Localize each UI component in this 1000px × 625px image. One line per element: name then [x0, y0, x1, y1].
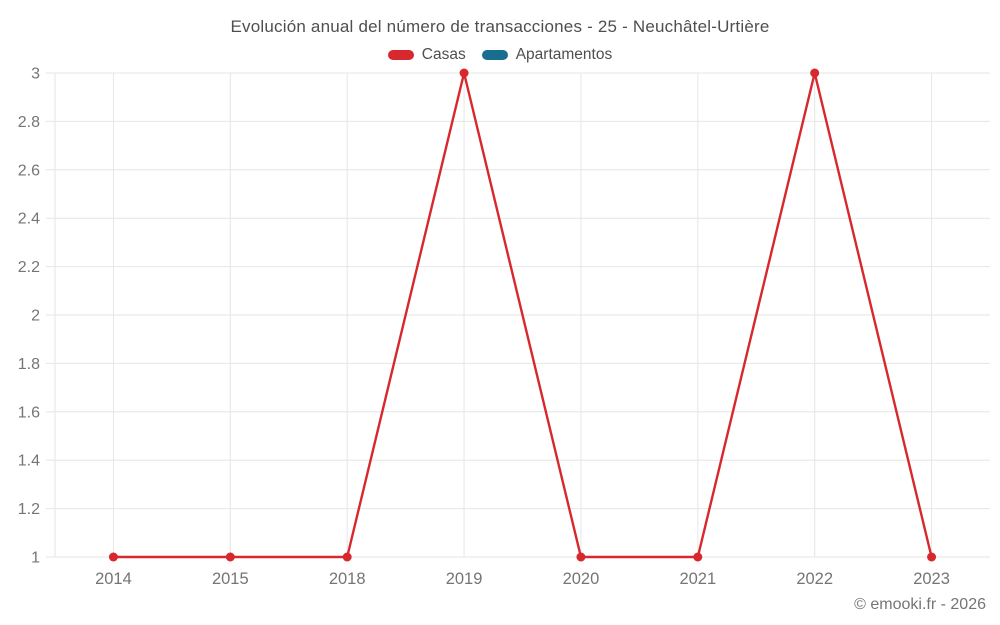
y-axis-tick-label: 1.2 — [18, 501, 40, 518]
x-axis-tick-label: 2018 — [329, 570, 366, 588]
legend-item-apartamentos[interactable]: Apartamentos — [481, 46, 613, 64]
data-point-casas-2019[interactable] — [459, 68, 469, 78]
legend-swatch-casas — [387, 50, 414, 60]
y-axis-tick-label: 1.8 — [18, 356, 40, 373]
legend-label-apartamentos: Apartamentos — [515, 46, 613, 63]
y-axis-tick-label: 2.8 — [18, 114, 40, 131]
data-point-casas-2020[interactable] — [576, 552, 586, 562]
y-axis-tick-label: 1.4 — [18, 453, 40, 470]
y-axis-tick-label: 2.4 — [18, 211, 40, 228]
data-point-casas-2022[interactable] — [810, 68, 820, 78]
data-point-casas-2015[interactable] — [225, 552, 235, 562]
data-point-casas-2014[interactable] — [108, 552, 118, 562]
series-line-casas — [113, 71, 933, 559]
legend-swatch-apartamentos — [481, 50, 508, 60]
chart-legend: Casas Apartamentos — [0, 46, 1000, 64]
x-axis-tick-label: 2022 — [796, 570, 833, 588]
y-axis-tick-label: 2 — [31, 308, 40, 325]
x-axis-tick-label: 2019 — [446, 570, 483, 588]
x-axis-tick-label: 2020 — [563, 570, 600, 588]
y-axis-tick-label: 2.6 — [18, 162, 40, 179]
y-axis-tick-label: 1.6 — [18, 404, 40, 421]
data-point-casas-2021[interactable] — [693, 552, 703, 562]
legend-item-casas[interactable]: Casas — [387, 46, 466, 64]
y-axis-tick-label: 3 — [31, 66, 40, 83]
legend-label-casas: Casas — [421, 46, 466, 63]
x-axis-tick-label: 2015 — [212, 570, 249, 588]
y-axis-tick-label: 1 — [31, 550, 40, 567]
data-point-casas-2018[interactable] — [342, 552, 352, 562]
copyright-footer: © emooki.fr - 2026 — [854, 596, 986, 613]
y-axis-tick-label: 2.2 — [18, 259, 40, 276]
x-axis-tick-label: 2014 — [95, 570, 132, 588]
x-axis-tick-label: 2021 — [679, 570, 716, 588]
chart-title: Evolución anual del número de transaccio… — [230, 17, 770, 36]
x-axis-tick-label: 2023 — [913, 570, 950, 588]
data-point-casas-2023[interactable] — [927, 552, 937, 562]
